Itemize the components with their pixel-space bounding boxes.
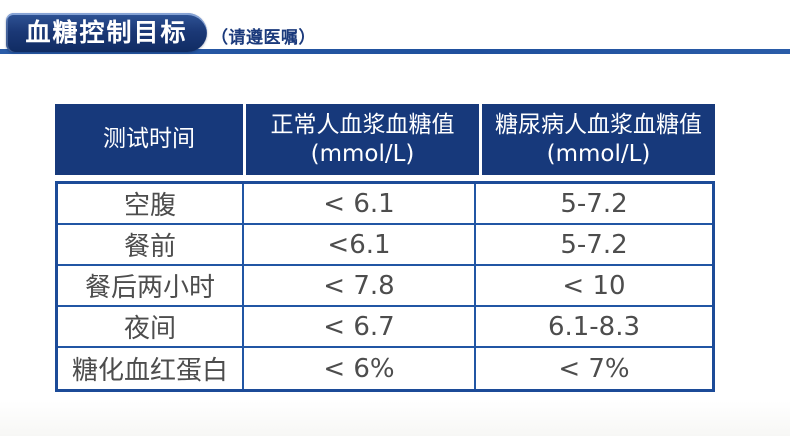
table-row: 夜间 < 6.7 6.1-8.3 [58, 307, 712, 348]
diabetic-value-cell: 6.1-8.3 [476, 307, 712, 348]
table-row: 空腹 < 6.1 5-7.2 [58, 184, 712, 225]
page-title-badge: 血糖控制目标 [6, 13, 207, 52]
diabetic-value-cell: < 10 [476, 266, 712, 307]
diabetic-value-cell: 5-7.2 [476, 184, 712, 225]
disclaimer-note: （请遵医嘱） [211, 28, 316, 48]
diabetic-value-cell: 5-7.2 [476, 225, 712, 266]
col-header-unit: (mmol/L) [310, 140, 415, 167]
row-label-cell: 餐前 [58, 225, 244, 266]
col-header-test-time: 测试时间 [55, 104, 243, 175]
table-row: 糖化血红蛋白 < 6% < 7% [58, 348, 712, 389]
table-row: 餐前 <6.1 5-7.2 [58, 225, 712, 266]
row-label-cell: 糖化血红蛋白 [58, 348, 244, 389]
col-header-diabetic: 糖尿病人血浆血糖值 (mmol/L) [482, 104, 715, 175]
col-header-unit: (mmol/L) [546, 140, 651, 167]
normal-value-cell: < 6.7 [244, 307, 476, 348]
col-header-label: 正常人血浆血糖值 [270, 112, 455, 139]
normal-value-cell: < 6.1 [244, 184, 476, 225]
col-header-label: 糖尿病人血浆血糖值 [495, 112, 702, 139]
diabetic-value-cell: < 7% [476, 348, 712, 389]
row-label-cell: 空腹 [58, 184, 244, 225]
col-header-label: 测试时间 [103, 126, 195, 153]
normal-value-cell: < 6% [244, 348, 476, 389]
table-header-row: 测试时间 正常人血浆血糖值 (mmol/L) 糖尿病人血浆血糖值 (mmol/L… [55, 104, 715, 175]
normal-value-cell: < 7.8 [244, 266, 476, 307]
col-header-normal: 正常人血浆血糖值 (mmol/L) [246, 104, 479, 175]
row-label-cell: 餐后两小时 [58, 266, 244, 307]
table-row: 餐后两小时 < 7.8 < 10 [58, 266, 712, 307]
glucose-target-table: 测试时间 正常人血浆血糖值 (mmol/L) 糖尿病人血浆血糖值 (mmol/L… [55, 104, 715, 392]
page-title: 血糖控制目标 [25, 18, 188, 47]
title-underline-bar [0, 49, 790, 54]
table-body: 空腹 < 6.1 5-7.2 餐前 <6.1 5-7.2 餐后两小时 < 7.8… [55, 181, 715, 392]
row-label-cell: 夜间 [58, 307, 244, 348]
normal-value-cell: <6.1 [244, 225, 476, 266]
